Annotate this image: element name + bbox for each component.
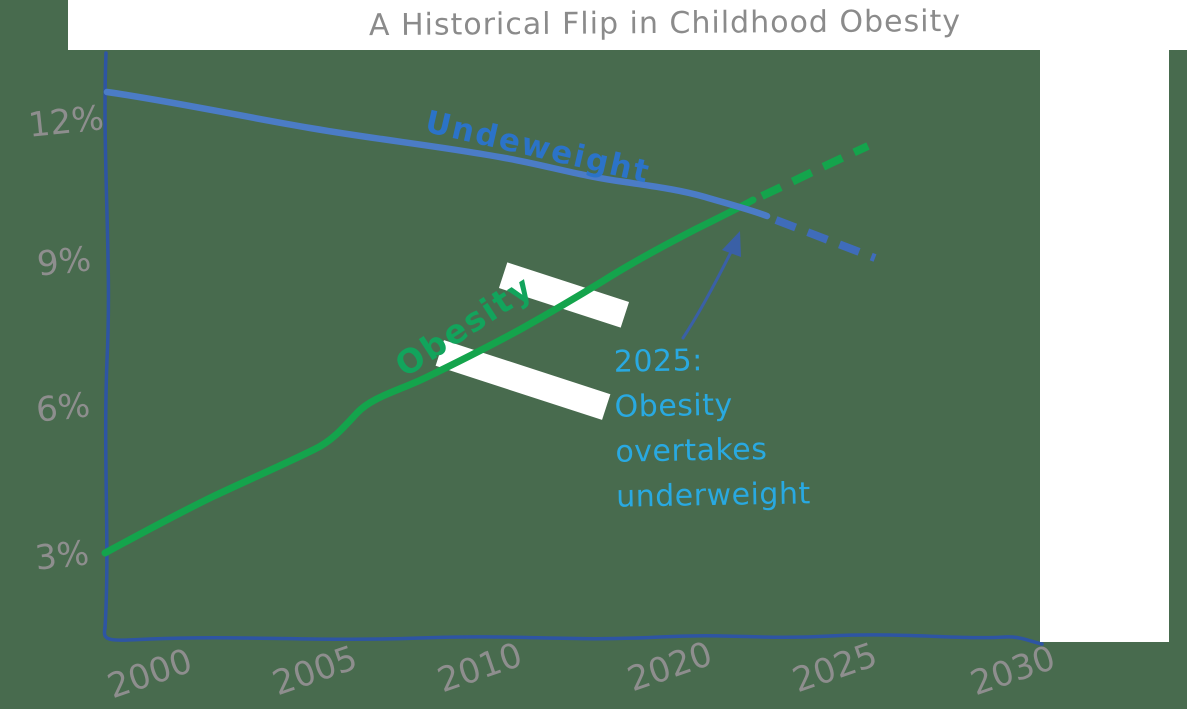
whiteout-bar-upper	[498, 262, 630, 328]
chart-title: A Historical Flip in Childhood Obesity	[368, 3, 962, 44]
y-tick-3: 3%	[33, 533, 91, 579]
obesity-line	[101, 196, 757, 557]
right-whiteout-strip	[1040, 42, 1169, 642]
annotation-line-4: underweight	[615, 476, 811, 515]
y-tick-12: 12%	[26, 98, 106, 146]
title-band	[68, 0, 1187, 50]
underweight-line	[103, 88, 771, 220]
y-tick-9: 9%	[35, 239, 93, 285]
underweight-projection-dashed-line	[774, 216, 877, 262]
y-tick-6: 6%	[34, 385, 92, 431]
y-axis	[103, 51, 111, 630]
annotation-line-2: Obesity	[614, 387, 734, 425]
annotation-text: 2025: Obesity overtakes underweight	[613, 336, 811, 519]
x-axis	[102, 626, 1044, 646]
annotation-arrow	[681, 231, 741, 340]
annotation-line-1: 2025:	[613, 343, 704, 380]
whiteout-bar-lower	[435, 340, 611, 420]
annotation-line-3: overtakes	[615, 432, 768, 470]
obesity-projection-dashed-line	[760, 142, 870, 200]
